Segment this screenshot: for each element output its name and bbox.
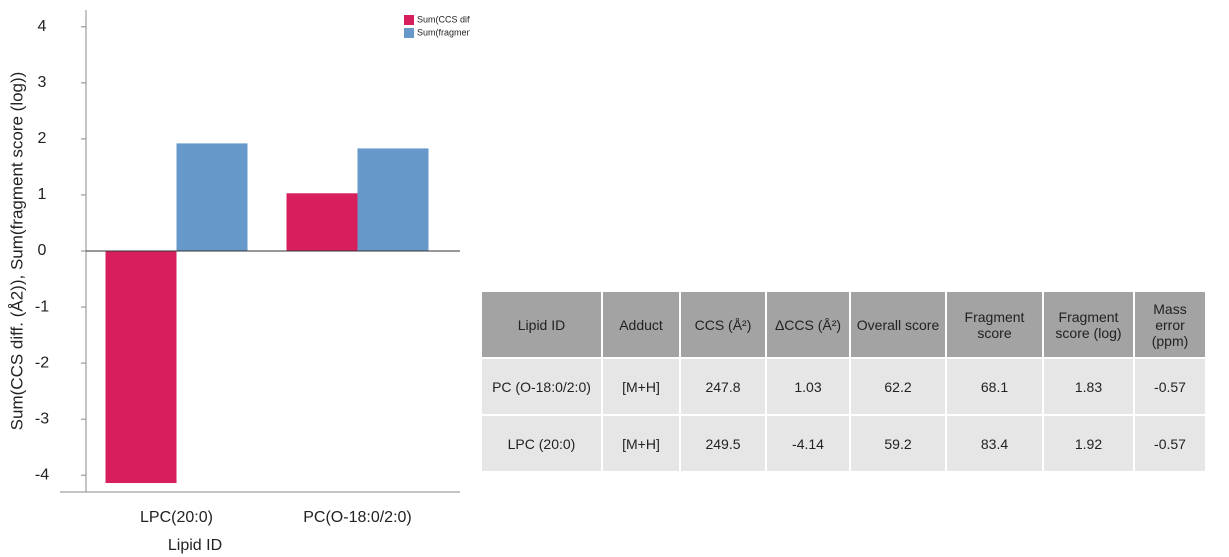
table-cell: [M+H]: [601, 357, 681, 416]
y-tick-label: 2: [38, 130, 47, 147]
y-tick-label: 1: [38, 186, 47, 203]
bar: [286, 193, 358, 251]
header-cell: CCS (Å²): [679, 290, 767, 359]
table-cell: LPC (20:0): [480, 414, 603, 473]
bar: [357, 148, 429, 251]
table-cell: PC (O-18:0/2:0): [480, 357, 603, 416]
header-cell: Adduct: [601, 290, 681, 359]
table-cell: 59.2: [849, 414, 947, 473]
legend-swatch: [404, 28, 414, 38]
legend-swatch: [404, 15, 414, 25]
table-cell: 1.92: [1042, 414, 1135, 473]
table-body: PC (O-18:0/2:0) [M+H] 247.8 1.03 62.2 68.1 1.8…: [480, 357, 1207, 473]
table-cell: 68.1: [945, 357, 1044, 416]
y-axis-label: Sum(CCS diff. (Å2)), Sum(fragment score …: [7, 72, 26, 431]
table-row: LPC (20:0) [M+H] 249.5 -4.14 59.2 83.4 1.92 -0.…: [480, 414, 1207, 473]
chart: Sum(CCS diff. (Å2)), Sum(fragment score …: [7, 10, 470, 554]
table-cell: 249.5: [679, 414, 767, 473]
table-cell: 1.03: [765, 357, 851, 416]
bar: [176, 143, 248, 251]
table-cell: 247.8: [679, 357, 767, 416]
bar: [105, 251, 177, 484]
x-tick-label: LPC(20:0): [140, 509, 213, 526]
y-tick-label: -4: [35, 466, 49, 483]
table-cell: -0.57: [1133, 414, 1207, 473]
table-header: Lipid ID Adduct CCS (Å²) ΔCCS (Å²) Overall s…: [480, 290, 1207, 359]
table-cell: 1.83: [1042, 357, 1135, 416]
y-tick-label: 4: [38, 18, 47, 35]
table-cell: [M+H]: [601, 414, 681, 473]
y-tick-label: -1: [35, 298, 49, 315]
header-cell: Overall score: [849, 290, 947, 359]
table-cell: -4.14: [765, 414, 851, 473]
table-cell: -0.57: [1133, 357, 1207, 416]
y-tick-label: 3: [38, 74, 47, 91]
data-table: Lipid ID Adduct CCS (Å²) ΔCCS (Å²) Overall s…: [480, 290, 1207, 473]
x-tick-label: PC(O-18:0/2:0): [303, 509, 411, 526]
header-cell: Fragment score (log): [1042, 290, 1135, 359]
legend-label: Sum(fragment score (log)): [417, 27, 470, 37]
header-cell: Lipid ID: [480, 290, 603, 359]
table-cell: 83.4: [945, 414, 1044, 473]
header-cell: Mass error (ppm): [1133, 290, 1207, 359]
table-cell: 62.2: [849, 357, 947, 416]
header-cell: Fragment score: [945, 290, 1044, 359]
y-tick-label: 0: [38, 242, 47, 259]
legend-label: Sum(CCS diff. (Å2)): [417, 14, 470, 24]
y-tick-label: -3: [35, 410, 49, 427]
y-tick-label: -2: [35, 354, 49, 371]
x-axis-label: Lipid ID: [168, 537, 222, 554]
table-row: PC (O-18:0/2:0) [M+H] 247.8 1.03 62.2 68.1 1.8…: [480, 357, 1207, 416]
header-cell: ΔCCS (Å²): [765, 290, 851, 359]
